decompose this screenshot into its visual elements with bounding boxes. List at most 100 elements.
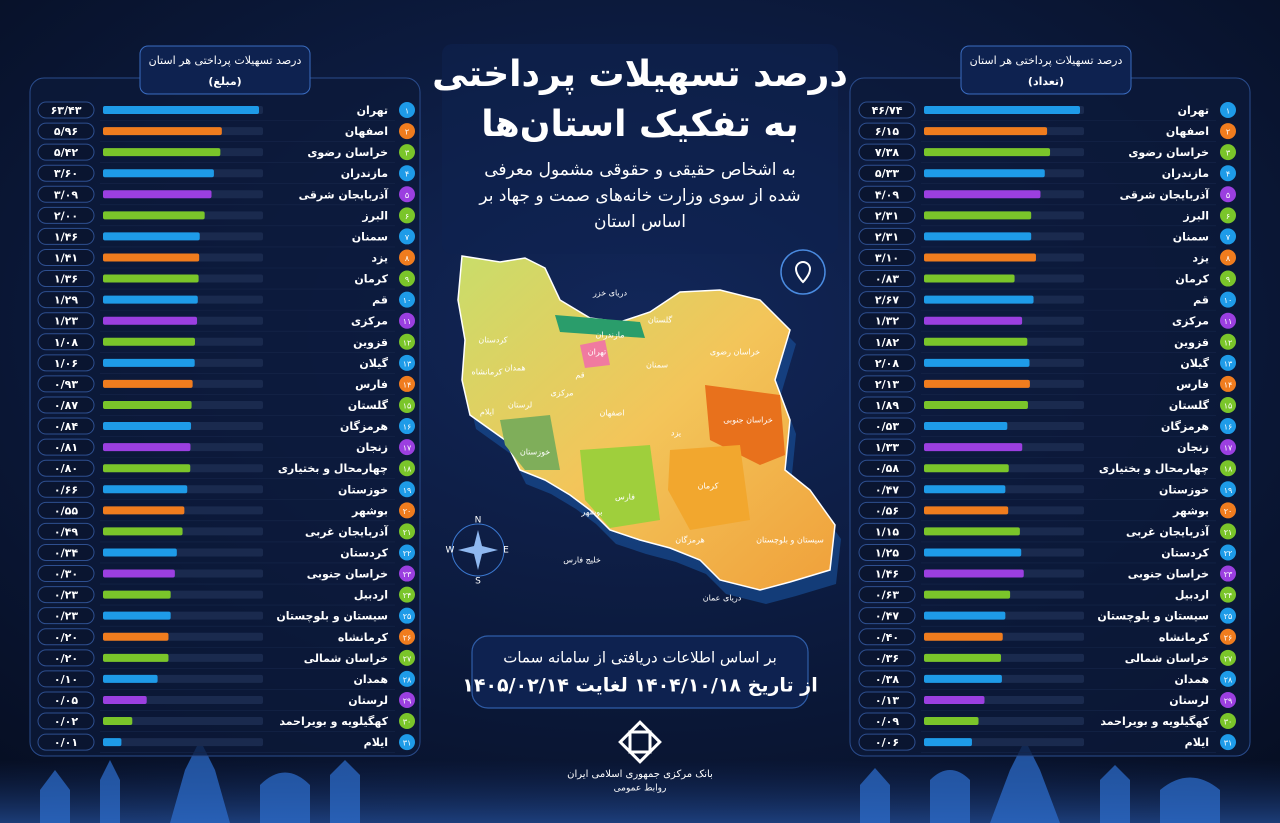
bar — [103, 653, 169, 662]
rank-label: ۲۱ — [1224, 528, 1233, 537]
bar — [924, 358, 1030, 367]
map-label: مرکزی — [550, 389, 573, 398]
value-box — [37, 375, 95, 393]
bar — [103, 464, 191, 473]
rank-badge — [1220, 333, 1236, 350]
value-label: ۱/۰۶ — [54, 357, 78, 370]
rank-badge — [1220, 628, 1236, 645]
value-box — [858, 164, 916, 182]
category-label: تهران — [1178, 104, 1209, 117]
value-box — [37, 459, 95, 477]
rank-badge — [399, 481, 415, 498]
bar — [924, 316, 1023, 325]
rank-badge — [1220, 165, 1236, 182]
rank-label: ۳۱ — [1224, 739, 1233, 748]
bar — [103, 106, 259, 114]
value-box — [858, 101, 916, 119]
map-label: کردستان — [478, 336, 507, 345]
location-pin — [794, 260, 812, 284]
value-label: ۰/۲۳ — [54, 610, 78, 623]
value-box — [37, 522, 95, 540]
bar — [103, 169, 214, 178]
value-label: ۴۶/۷۴ — [872, 104, 903, 117]
value-label: ۰/۳۸ — [875, 673, 899, 686]
category-label: اصفهان — [1166, 125, 1209, 138]
value-label: ۱/۴۶ — [875, 568, 899, 581]
category-label: آذربایجان شرقی — [1120, 187, 1210, 201]
category-label: آذربایجان غربی — [305, 524, 388, 538]
value-label: ۰/۳۴ — [54, 546, 78, 559]
value-box — [37, 101, 95, 119]
value-box — [37, 417, 95, 435]
rank-badge — [399, 123, 415, 140]
category-label: زنجان — [1177, 441, 1209, 454]
value-label: ۰/۸۰ — [54, 462, 78, 475]
value-box — [858, 522, 916, 540]
value-box — [858, 712, 916, 730]
rank-label: ۲۳ — [1224, 570, 1233, 579]
map-label: یزد — [671, 429, 681, 438]
title: درصد تسهیلات پرداختی — [432, 54, 848, 95]
bar — [924, 506, 1009, 515]
rank-badge — [399, 165, 415, 182]
value-box — [37, 607, 95, 625]
compass-label: N — [475, 516, 482, 526]
bar — [924, 106, 1080, 114]
source-box — [471, 635, 809, 709]
rank-label: ۱۶ — [403, 423, 412, 432]
category-label: اردبیل — [1175, 589, 1209, 602]
category-label: بوشهر — [351, 504, 388, 517]
rank-badge — [1220, 481, 1236, 498]
value-box — [37, 691, 95, 709]
value-label: ۱/۲۵ — [875, 546, 899, 559]
bar — [924, 253, 1036, 262]
rank-badge — [1220, 565, 1236, 582]
rank-badge — [1220, 291, 1236, 308]
rank-badge — [399, 396, 415, 413]
rank-badge — [1220, 270, 1236, 287]
category-label: چهارمحال و بختیاری — [278, 462, 388, 475]
value-box — [37, 438, 95, 456]
bar — [103, 253, 200, 262]
rank-badge — [1220, 375, 1236, 392]
rank-badge — [1220, 607, 1236, 624]
category-label: البرز — [1182, 209, 1209, 222]
category-label: همدان — [1174, 673, 1209, 686]
map-label: خوزستان — [520, 448, 550, 457]
map-label: اصفهان — [599, 409, 624, 418]
bar — [103, 695, 147, 704]
category-label: مرکزی — [351, 315, 388, 328]
value-box — [858, 670, 916, 688]
rank-label: ۱۸ — [1224, 465, 1233, 474]
value-box — [858, 143, 916, 161]
category-label: خراسان رضوی — [1128, 146, 1209, 159]
rank-label: ۲۰ — [403, 507, 412, 516]
compass-star — [458, 530, 498, 570]
value-box — [37, 143, 95, 161]
rank-label: ۲۱ — [403, 528, 412, 537]
value-box — [37, 122, 95, 140]
rank-badge — [1220, 523, 1236, 540]
category-label: خراسان جنوبی — [307, 568, 388, 581]
value-label: ۰/۴۷ — [875, 610, 899, 623]
value-label: ۴/۰۹ — [875, 188, 899, 201]
map-label: قم — [575, 371, 584, 380]
map-region — [580, 340, 610, 368]
value-label: ۳/۰۹ — [54, 188, 78, 201]
category-label: گیلان — [1180, 357, 1209, 370]
value-box — [858, 565, 916, 583]
category-label: مازندران — [341, 167, 388, 180]
value-label: ۰/۱۳ — [875, 694, 899, 707]
value-label: ۱/۲۹ — [54, 294, 78, 307]
rank-label: ۵ — [405, 191, 409, 200]
rank-label: ۱۰ — [403, 296, 412, 305]
bar — [924, 443, 1023, 452]
map-label: سمنان — [646, 361, 668, 370]
rank-label: ۷ — [1226, 233, 1231, 242]
category-label: کهگیلویه و بویراحمد — [279, 715, 388, 728]
bar — [103, 295, 198, 304]
compass-label: E — [503, 546, 509, 556]
value-box — [858, 649, 916, 667]
value-box — [858, 396, 916, 414]
rank-badge — [1220, 228, 1236, 245]
